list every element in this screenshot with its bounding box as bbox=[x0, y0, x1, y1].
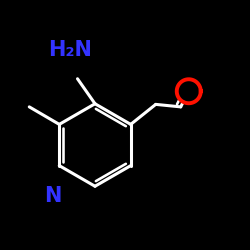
Circle shape bbox=[180, 83, 197, 100]
Text: N: N bbox=[44, 186, 61, 206]
Text: H₂N: H₂N bbox=[48, 40, 92, 60]
